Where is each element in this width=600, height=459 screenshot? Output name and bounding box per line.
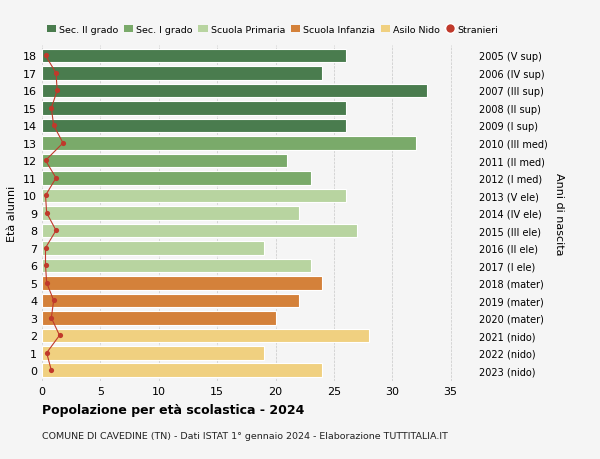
Point xyxy=(58,140,68,147)
Point xyxy=(51,175,61,182)
Bar xyxy=(42,67,322,81)
Bar xyxy=(42,154,287,168)
Bar xyxy=(42,84,427,98)
Point xyxy=(47,314,56,322)
Point xyxy=(55,332,64,339)
Legend: Sec. II grado, Sec. I grado, Scuola Primaria, Scuola Infanzia, Asilo Nido, Stran: Sec. II grado, Sec. I grado, Scuola Prim… xyxy=(47,26,499,34)
Point xyxy=(47,367,56,374)
Bar xyxy=(42,329,369,342)
Bar xyxy=(42,102,346,116)
Point xyxy=(49,297,58,304)
Bar xyxy=(42,364,322,377)
Text: Popolazione per età scolastica - 2024: Popolazione per età scolastica - 2024 xyxy=(42,403,304,416)
Point xyxy=(49,123,58,130)
Bar xyxy=(42,50,346,63)
Point xyxy=(41,157,50,165)
Point xyxy=(41,262,50,269)
Bar xyxy=(42,276,322,290)
Bar xyxy=(42,224,357,238)
Bar xyxy=(42,119,346,133)
Point xyxy=(41,53,50,60)
Bar xyxy=(42,311,275,325)
Bar xyxy=(42,259,311,273)
Bar xyxy=(42,294,299,308)
Point xyxy=(47,105,56,112)
Y-axis label: Età alunni: Età alunni xyxy=(7,185,17,241)
Bar xyxy=(42,346,264,360)
Bar xyxy=(42,241,264,255)
Bar xyxy=(42,207,299,220)
Text: COMUNE DI CAVEDINE (TN) - Dati ISTAT 1° gennaio 2024 - Elaborazione TUTTITALIA.I: COMUNE DI CAVEDINE (TN) - Dati ISTAT 1° … xyxy=(42,431,448,440)
Point xyxy=(41,245,50,252)
Point xyxy=(42,210,52,217)
Point xyxy=(42,349,52,357)
Bar xyxy=(42,172,311,185)
Point xyxy=(41,192,50,200)
Bar xyxy=(42,137,416,151)
Y-axis label: Anni di nascita: Anni di nascita xyxy=(554,172,564,255)
Bar xyxy=(42,189,346,203)
Point xyxy=(51,227,61,235)
Point xyxy=(42,280,52,287)
Point xyxy=(52,88,62,95)
Point xyxy=(51,70,61,78)
